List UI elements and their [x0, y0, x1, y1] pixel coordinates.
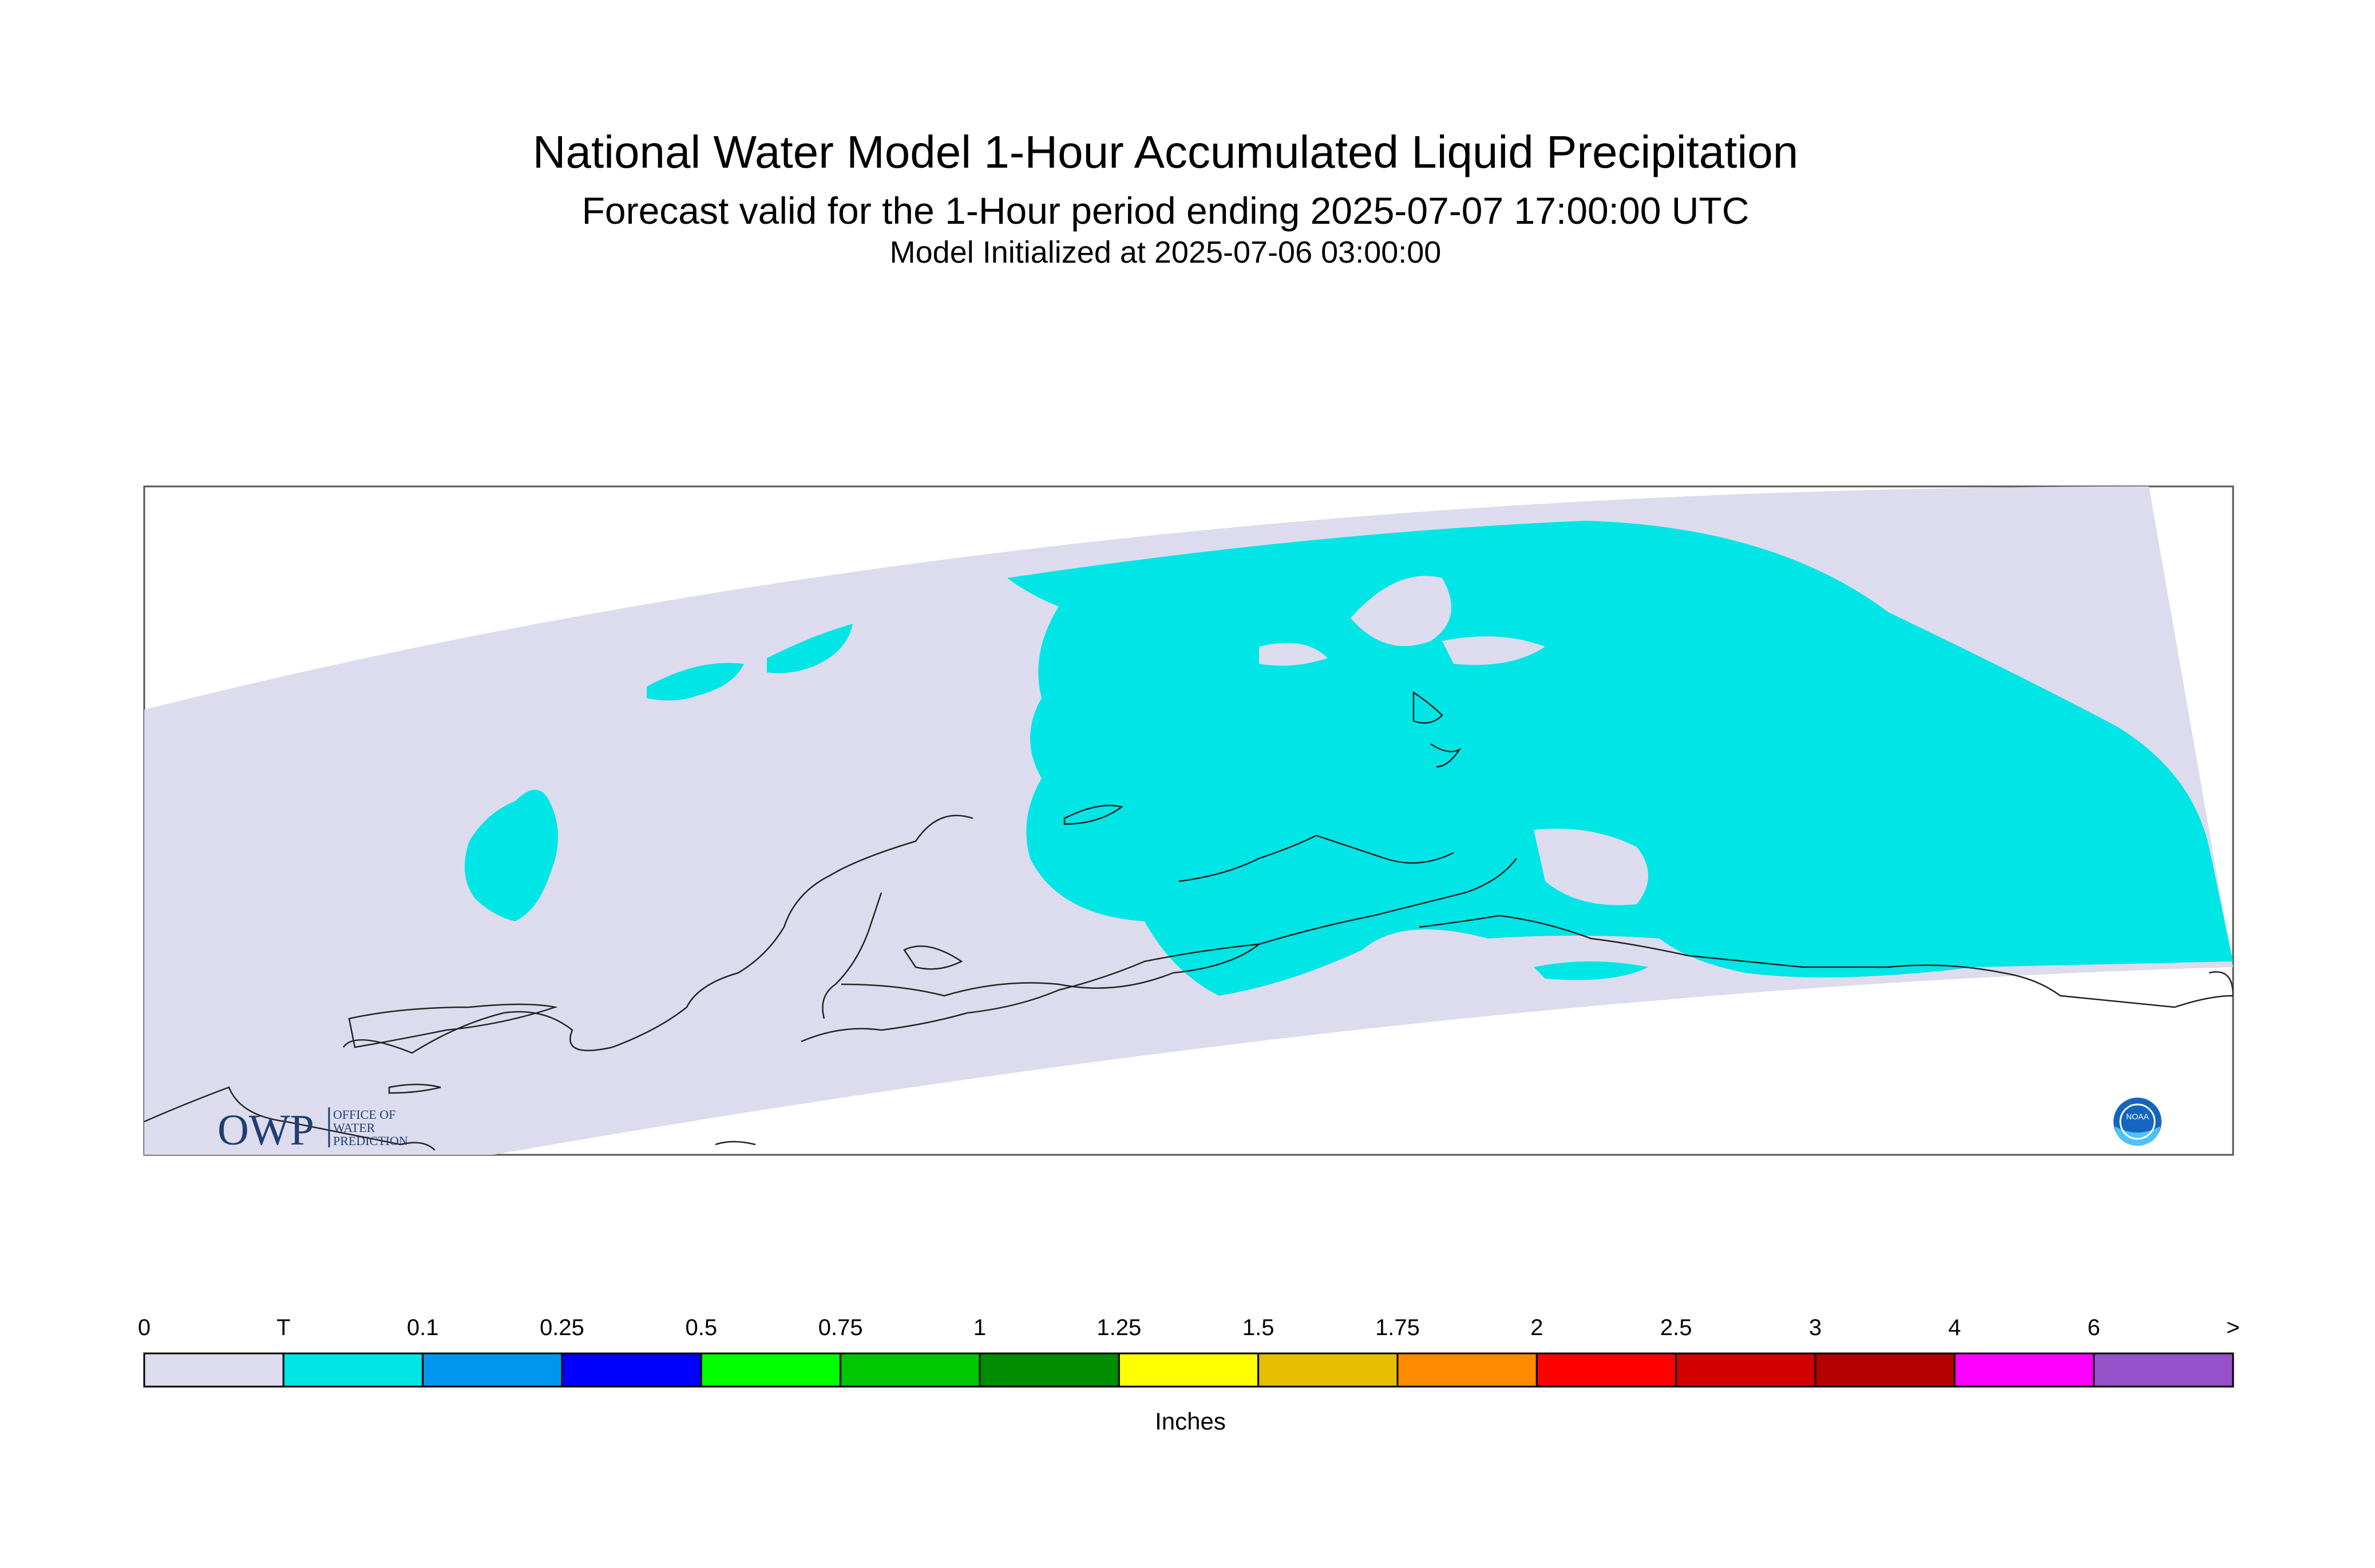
legend-swatch — [143, 1352, 284, 1388]
legend-tick-label: 0 — [137, 1315, 151, 1340]
legend-swatch — [1814, 1352, 1956, 1388]
legend-swatch — [282, 1352, 424, 1388]
legend-units: Inches — [1155, 1408, 1226, 1435]
legend-tick-label: > — [2226, 1315, 2240, 1340]
legend-tick-label: 1.5 — [1242, 1315, 1274, 1340]
owp-logo: OWP OFFICE OF WATER PREDICTION — [217, 1106, 408, 1154]
precip-cell-west — [465, 790, 558, 921]
legend-tick-label: 2 — [1530, 1315, 1543, 1340]
legend-tick-label: 1 — [973, 1315, 987, 1340]
coastlines — [144, 691, 2233, 1151]
legend-swatch — [1535, 1352, 1677, 1388]
dry-patch-2 — [1259, 643, 1328, 666]
legend-tick-label: 1.75 — [1375, 1315, 1420, 1340]
dry-patch-1 — [1351, 576, 1451, 646]
legend-tick-label: 0.5 — [685, 1315, 718, 1340]
legend-colorbar — [143, 1352, 2234, 1388]
legend-tick-label: 2.5 — [1660, 1315, 1692, 1340]
legend-tick-label: 0.25 — [540, 1315, 584, 1340]
legend-tick-label: 6 — [2087, 1315, 2100, 1340]
precip-cell-south — [1534, 961, 1648, 980]
legend-swatch — [422, 1352, 563, 1388]
legend-tick-label: 0.75 — [818, 1315, 863, 1340]
legend-tick-label: 4 — [1948, 1315, 1961, 1340]
legend-swatch — [561, 1352, 702, 1388]
legend-swatch — [1396, 1352, 1538, 1388]
legend-swatch — [700, 1352, 842, 1388]
dry-patch-4 — [1534, 829, 1648, 905]
legend-tick-label: T — [276, 1315, 291, 1340]
map-title: National Water Model 1-Hour Accumulated … — [532, 126, 1799, 177]
legend-tick-label: 1.25 — [1097, 1315, 1142, 1340]
owp-logo-text: OWP — [217, 1106, 314, 1154]
precip-trace-area — [1007, 521, 2233, 996]
precip-cell-north-1 — [647, 663, 744, 700]
legend-tick-label: 3 — [1808, 1315, 1822, 1340]
owp-logo-line2: WATER — [333, 1120, 375, 1135]
dry-patch-3 — [1442, 636, 1545, 665]
legend-swatch — [1953, 1352, 2095, 1388]
legend-swatch — [1675, 1352, 1816, 1388]
noaa-logo: NOAA — [2113, 1098, 2162, 1146]
owp-logo-line1: OFFICE OF — [333, 1107, 395, 1122]
legend-swatch — [1257, 1352, 1399, 1388]
legend-swatch — [1118, 1352, 1260, 1388]
model-init-time: Model Initialized at 2025-07-06 03:00:00 — [889, 235, 1442, 270]
legend-swatch — [979, 1352, 1120, 1388]
legend-tick-label: 0.1 — [406, 1315, 439, 1340]
legend-swatch — [2093, 1352, 2234, 1388]
legend-swatch — [840, 1352, 981, 1388]
precip-cell-north-2 — [767, 624, 853, 674]
noaa-logo-text: NOAA — [2126, 1112, 2149, 1121]
owp-logo-line3: PREDICTION — [333, 1134, 408, 1148]
map-subtitle: Forecast valid for the 1-Hour period end… — [581, 189, 1749, 232]
